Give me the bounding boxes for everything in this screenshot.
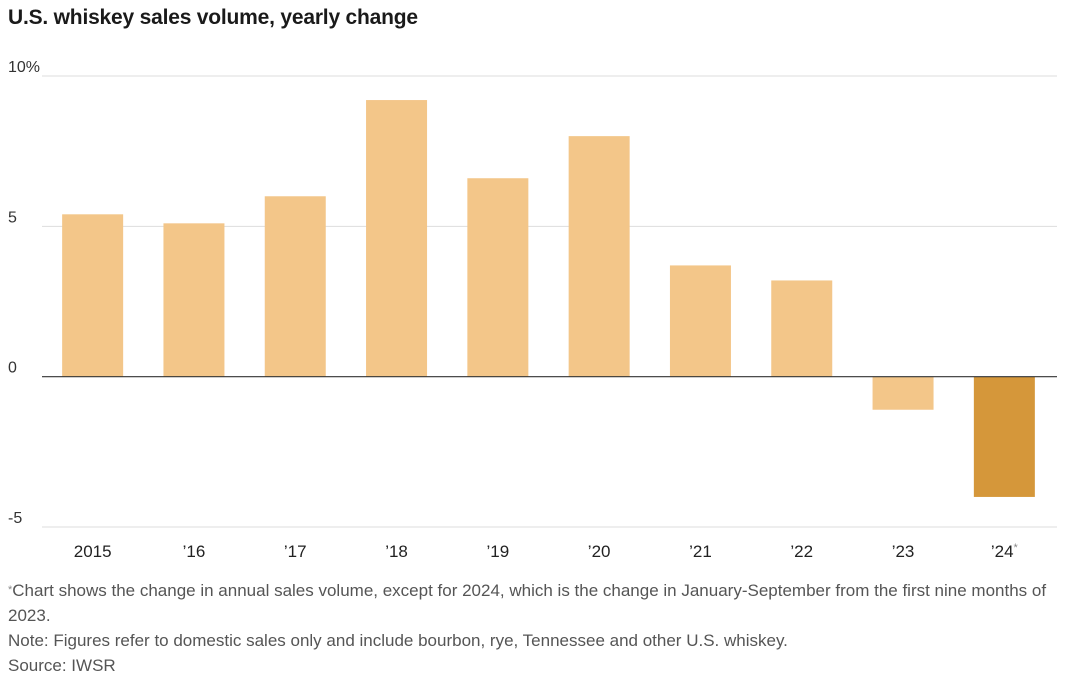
bar [163,223,225,377]
bar [467,178,529,377]
footnote-text: Chart shows the change in annual sales v… [8,581,1047,625]
x-tick-label: ’23 [892,542,915,561]
bar [771,280,833,377]
bar [568,136,630,377]
bar-chart: 10% 5 0 -5 2015 ’16 ’17 ’18 ’19 ’20 ’21 ’22 ’23 ’24* [8,59,1057,561]
note-text: Note: Figures refer to domestic sales on… [8,631,788,650]
x-tick-label: ’24* [991,542,1019,561]
bar [62,214,124,377]
chart-notes: *Chart shows the change in annual sales … [8,578,1068,678]
x-tick-label: ’16 [183,542,206,561]
y-tick-label: -5 [8,510,22,527]
chart-title: U.S. whiskey sales volume, yearly change [8,6,418,29]
bar [366,100,428,377]
source-text: Source: IWSR [8,656,116,675]
x-tick-label: 2015 [74,542,112,561]
y-axis-labels: 10% 5 0 -5 [8,59,40,527]
x-tick-label: ’18 [385,542,408,561]
x-tick-label: ’20 [588,542,611,561]
bars [62,100,1035,497]
x-tick-label: ’17 [284,542,307,561]
y-tick-label: 10% [8,59,40,76]
x-axis-labels: 2015 ’16 ’17 ’18 ’19 ’20 ’21 ’22 ’23 ’24* [74,542,1019,561]
bar [264,196,326,377]
footnote-asterisk: * [8,584,13,596]
x-tick-label: ’21 [689,542,712,561]
x-tick-label: ’19 [487,542,510,561]
bar [973,376,1035,497]
bar [669,265,731,377]
bar [872,376,934,410]
y-tick-label: 5 [8,209,17,226]
y-tick-label: 0 [8,360,17,377]
footnote: *Chart shows the change in annual sales … [8,578,1068,628]
x-tick-label: ’22 [790,542,813,561]
